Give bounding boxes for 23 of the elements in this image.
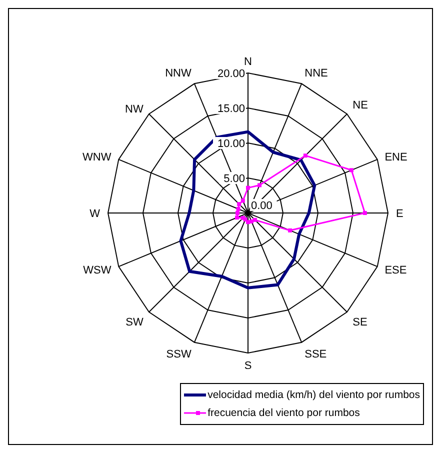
spoke-label: NE bbox=[352, 99, 368, 112]
legend-label: velocidad media (km/h) del viento por rumbos bbox=[208, 389, 420, 401]
spoke-label: W bbox=[90, 208, 101, 220]
spoke-label: NNW bbox=[165, 67, 192, 80]
y-tick-label: 5.00 bbox=[224, 173, 245, 185]
spoke-label: ENE bbox=[384, 151, 408, 164]
y-tick-label: 0.00 bbox=[251, 200, 272, 212]
spoke-label: WNW bbox=[82, 151, 112, 164]
spoke-label: NNE bbox=[304, 67, 328, 80]
spoke-label: N bbox=[244, 56, 252, 68]
spoke-label: ESE bbox=[384, 264, 407, 277]
y-tick-label: 15.00 bbox=[217, 103, 245, 115]
spoke-label: NW bbox=[125, 103, 144, 116]
legend-label: frecuencia del viento por rumbos bbox=[208, 407, 360, 419]
spoke-label: E bbox=[396, 208, 404, 220]
y-tick-label: 10.00 bbox=[217, 138, 245, 150]
spoke-label: S bbox=[244, 360, 252, 372]
spoke-label: SSE bbox=[304, 348, 327, 361]
spoke-label: WSW bbox=[83, 264, 112, 277]
spoke-label: SW bbox=[126, 316, 144, 328]
spoke-label: SE bbox=[352, 316, 368, 328]
spoke-label: SSW bbox=[166, 348, 192, 361]
y-tick-label: 20.00 bbox=[217, 68, 245, 80]
